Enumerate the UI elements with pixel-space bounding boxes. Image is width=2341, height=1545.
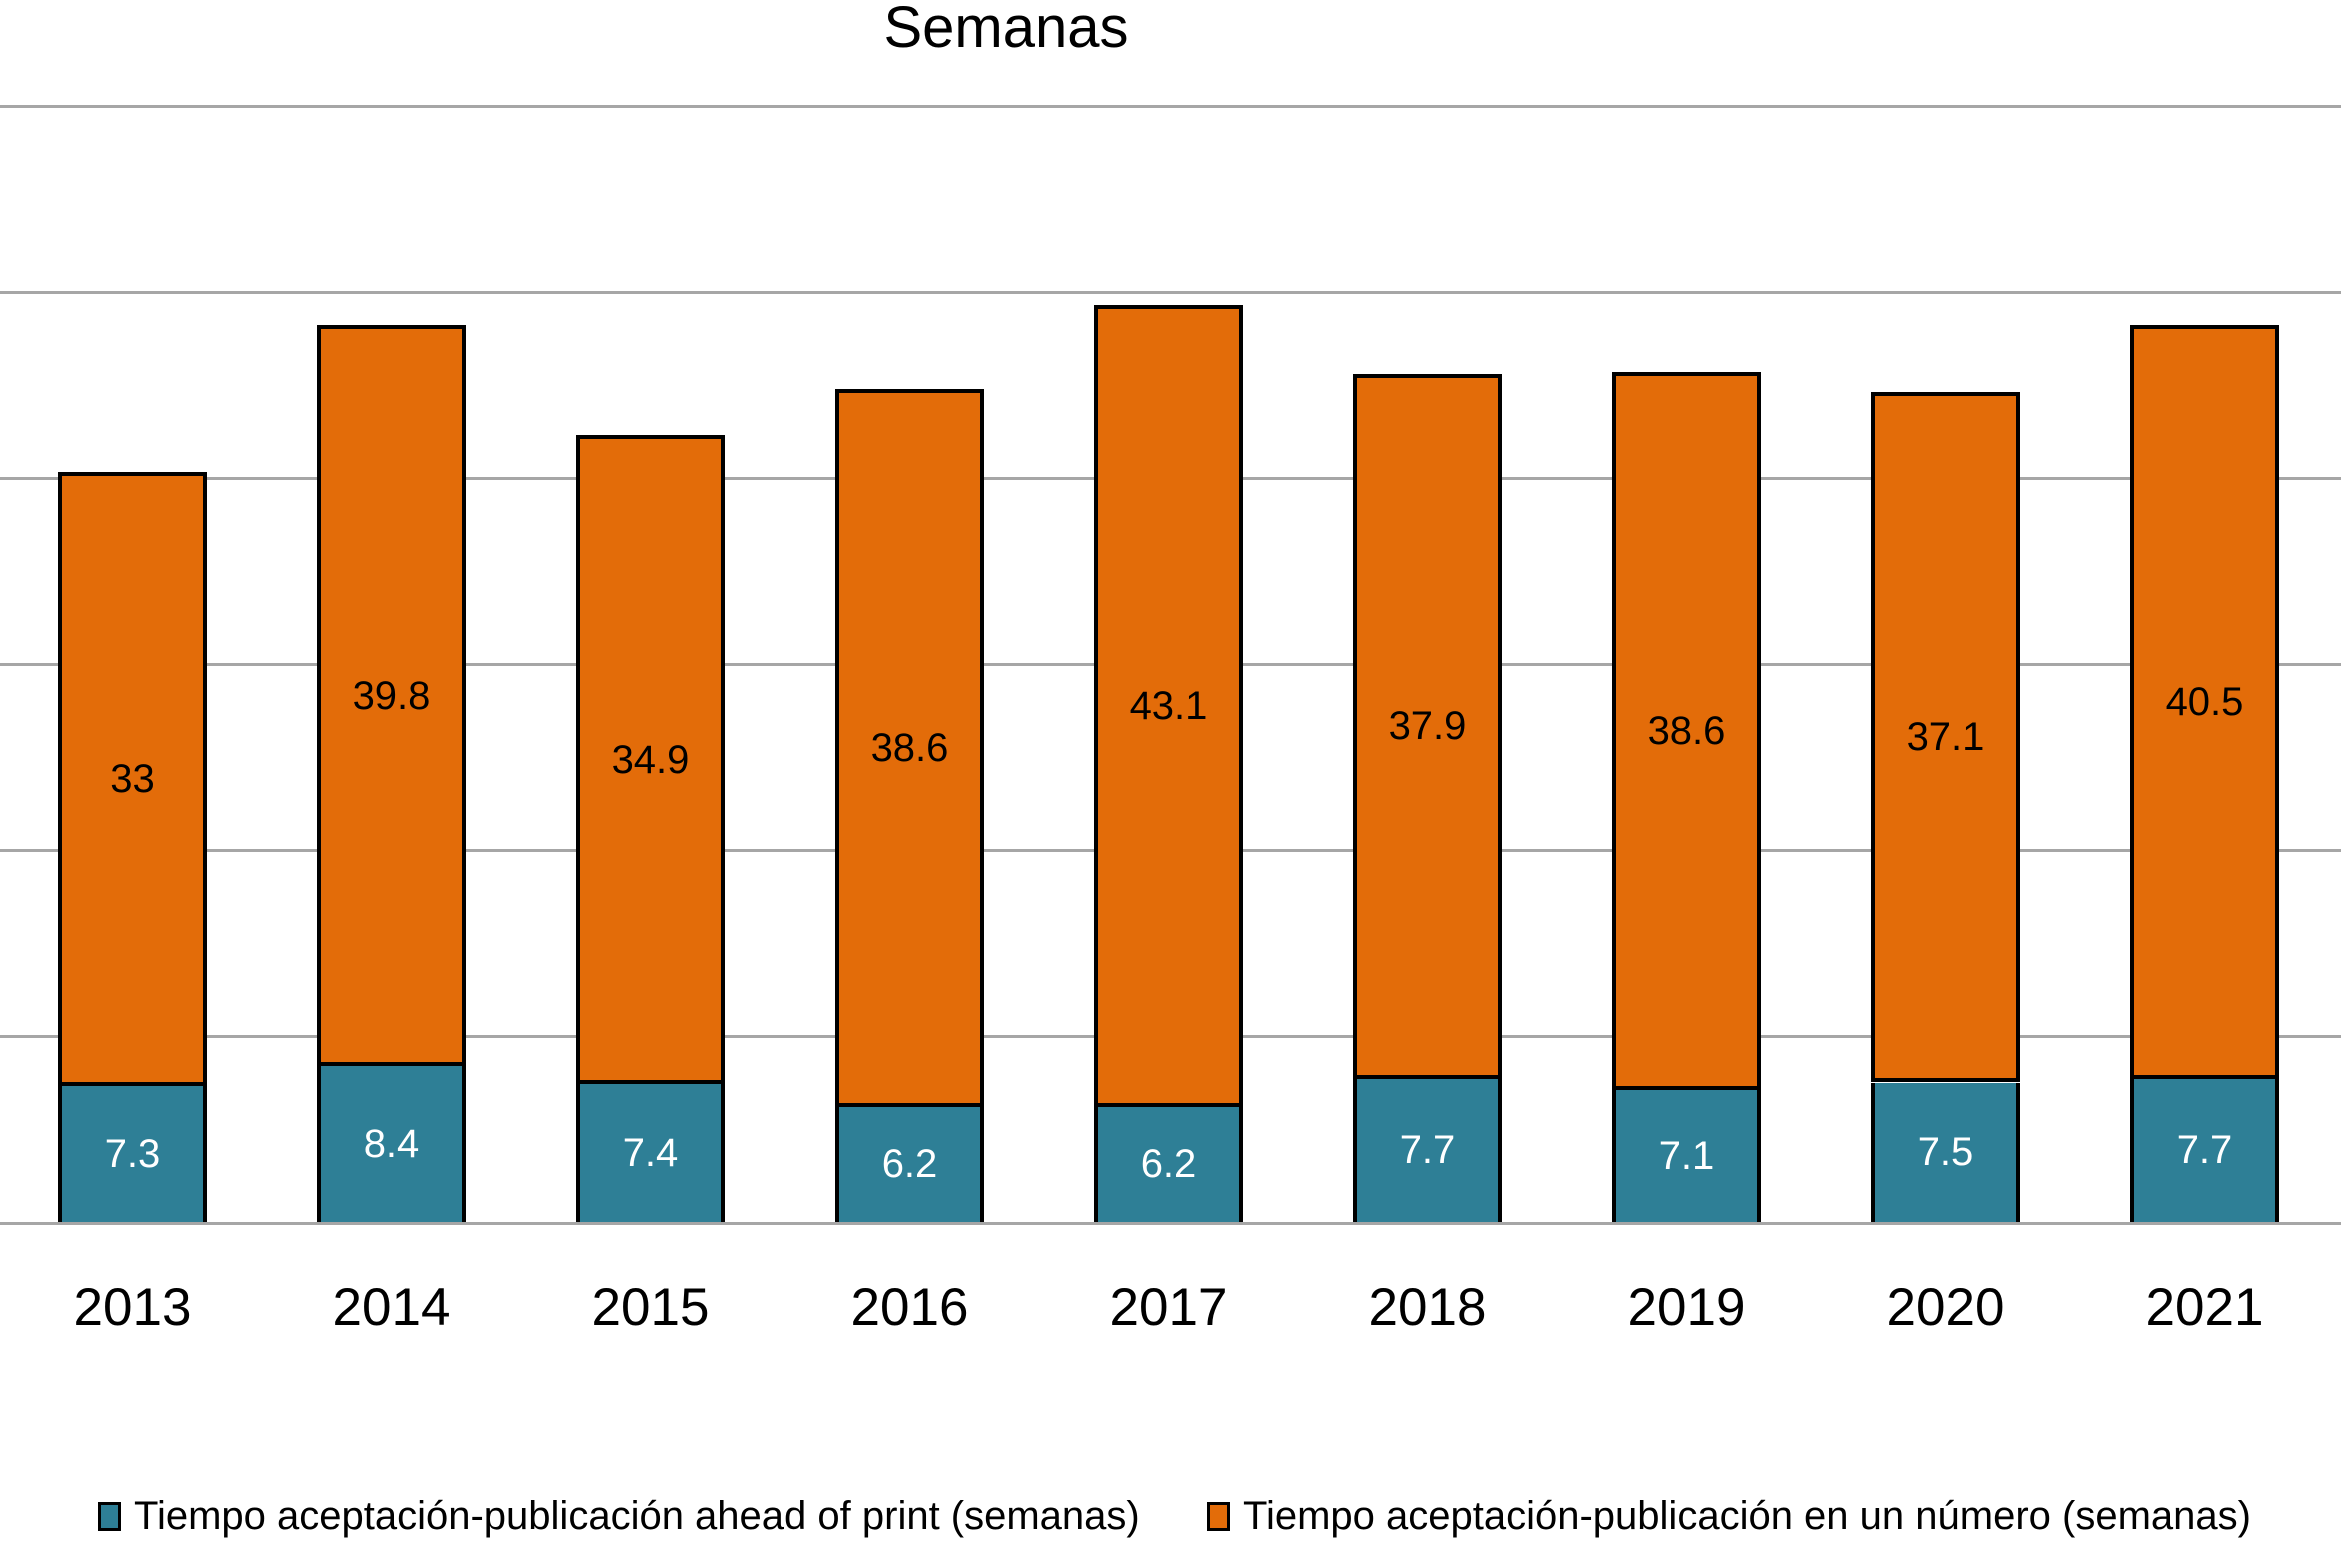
bar-segment-2017-series-0 <box>1094 1106 1243 1222</box>
x-tick-label: 2018 <box>1368 1278 1487 1337</box>
bar-value-label: 43.1 <box>1129 683 1208 728</box>
x-tick-label: 2021 <box>2145 1278 2264 1337</box>
bar-value-label: 7.4 <box>622 1131 679 1176</box>
bar-segment-2014-series-0 <box>317 1065 466 1222</box>
gridline <box>0 291 2341 294</box>
legend-label: Tiempo aceptación-publicación en un núme… <box>1243 1493 2251 1538</box>
bar-segment-2016-series-0 <box>835 1106 984 1222</box>
legend-item: Tiempo aceptación-publicación en un núme… <box>1207 1494 2251 1538</box>
bar-value-label: 37.1 <box>1906 715 1985 760</box>
x-axis-line <box>0 1222 2341 1225</box>
legend-item: Tiempo aceptación-publicación ahead of p… <box>98 1494 1140 1538</box>
x-tick-label: 2016 <box>850 1278 969 1337</box>
bar-value-label: 39.8 <box>352 673 431 718</box>
bar-value-label: 38.6 <box>1647 708 1726 753</box>
bar-value-label: 7.5 <box>1917 1130 1974 1175</box>
bar-segment-2019-series-0 <box>1612 1089 1761 1222</box>
bar-segment-2013-series-0 <box>58 1086 207 1222</box>
bar-value-label: 7.1 <box>1658 1133 1715 1178</box>
bar-segment-2013-series-1 <box>58 472 207 1087</box>
chart-title: Semanas <box>883 0 1129 60</box>
x-tick-label: 2020 <box>1886 1278 2005 1337</box>
x-tick-label: 2015 <box>591 1278 710 1337</box>
bar-value-label: 6.2 <box>881 1142 938 1187</box>
x-tick-label: 2017 <box>1109 1278 1228 1337</box>
bar-segment-2014-series-1 <box>317 325 466 1066</box>
x-tick-label: 2013 <box>73 1278 192 1337</box>
bar-value-label: 37.9 <box>1388 704 1467 749</box>
bar-segment-2020-series-0 <box>1871 1082 2020 1222</box>
bar-segment-2016-series-1 <box>835 388 984 1107</box>
bar-segment-2015-series-0 <box>576 1084 725 1222</box>
gridline <box>0 105 2341 108</box>
x-tick-label: 2019 <box>1627 1278 1746 1337</box>
bar-segment-2015-series-1 <box>576 435 725 1085</box>
bar-value-label: 8.4 <box>363 1121 420 1166</box>
bar-value-label: 7.7 <box>1399 1128 1456 1173</box>
bar-value-label: 33 <box>110 757 155 802</box>
bar-value-label: 7.7 <box>2176 1128 2233 1173</box>
bar-segment-2018-series-1 <box>1353 373 1502 1079</box>
bar-value-label: 7.3 <box>104 1132 161 1177</box>
bar-segment-2020-series-1 <box>1871 392 2020 1083</box>
bar-value-label: 38.6 <box>870 725 949 770</box>
bar-value-label: 34.9 <box>611 737 690 782</box>
bar-segment-2018-series-0 <box>1353 1078 1502 1222</box>
x-tick-label: 2014 <box>332 1278 451 1337</box>
bar-segment-2019-series-1 <box>1612 371 1761 1090</box>
bar-value-label: 40.5 <box>2165 680 2244 725</box>
legend-label: Tiempo aceptación-publicación ahead of p… <box>134 1493 1140 1538</box>
bar-segment-2017-series-1 <box>1094 305 1243 1107</box>
bar-segment-2021-series-0 <box>2130 1078 2279 1222</box>
legend-swatch <box>1207 1501 1230 1531</box>
legend-swatch <box>98 1501 121 1531</box>
bar-value-label: 6.2 <box>1140 1142 1197 1187</box>
bar-segment-2021-series-1 <box>2130 325 2279 1079</box>
